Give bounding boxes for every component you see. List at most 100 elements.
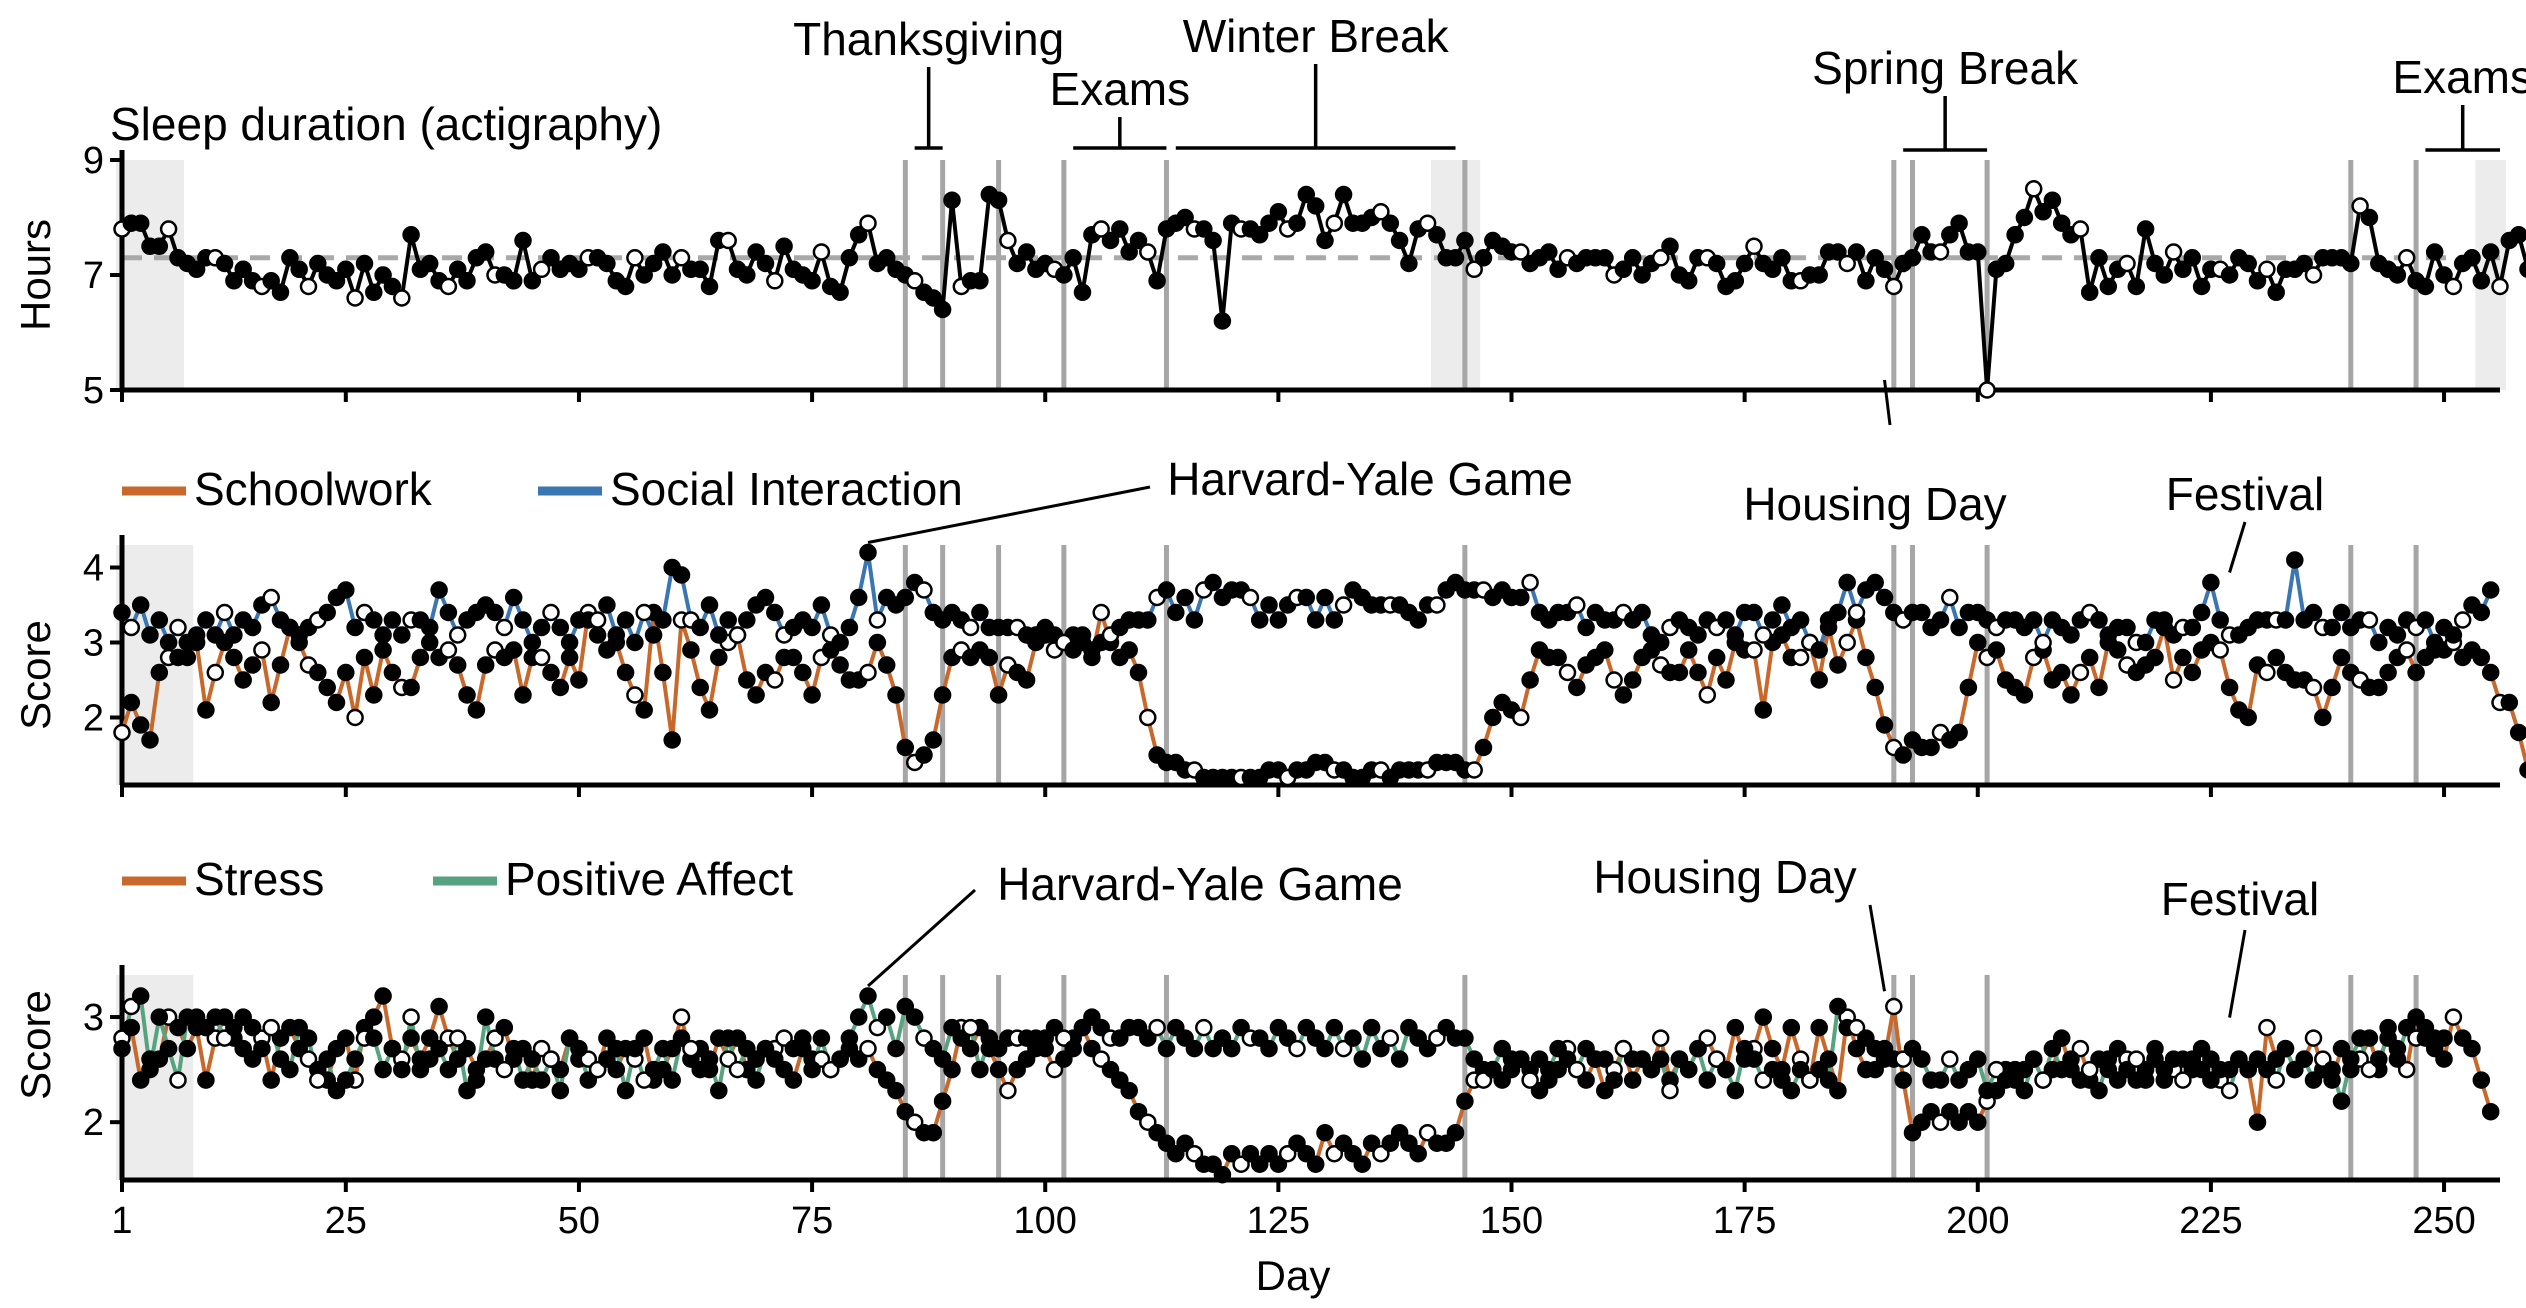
panel2-series-0-point — [262, 693, 280, 712]
panel3-series-1-point — [2286, 1060, 2304, 1079]
panel3-series-1-point — [635, 1071, 653, 1089]
panel3-series-1-point — [896, 997, 915, 1016]
panel2-series-0-point — [1512, 708, 1530, 727]
panel3-y-tick-label-1: 3 — [83, 997, 104, 1039]
panel2-series-0-point — [2174, 648, 2192, 667]
panel3-series-0-point — [1334, 1134, 1353, 1152]
panel3-series-1-point — [2080, 1060, 2099, 1079]
panel1-series-0-point — [2052, 214, 2071, 232]
panel1-series-0-line — [120, 186, 2526, 392]
panel2-series-0-point — [1791, 648, 1810, 667]
panel3-series-1-point — [1381, 1029, 1400, 1047]
panel2-series-0-point — [355, 648, 374, 667]
panel1-series-0-point — [383, 277, 402, 296]
panel2-series-1-point — [2286, 551, 2304, 569]
panel2-series-1-point — [2118, 618, 2136, 637]
panel2-series-0-point — [2071, 663, 2090, 682]
panel2-series-0-point — [868, 633, 887, 652]
panel1-series-0-point — [1978, 381, 1996, 399]
panel1-series-0-point — [859, 214, 877, 232]
panel3-series-1-point — [1353, 1050, 1372, 1068]
panel3-series-0-point — [1819, 1050, 1838, 1068]
panel2-series-0-point — [2211, 641, 2229, 659]
panel2-series-0-point — [570, 671, 588, 689]
panel3-series-1-point — [766, 1050, 784, 1068]
panel1-annotation-label-1: Exams — [1050, 63, 1191, 115]
panel1-series-0-point — [1390, 231, 1409, 250]
panel1-series-0-point — [1111, 220, 1129, 238]
panel3-series-0-point — [430, 997, 448, 1016]
panel2-series-0-point — [747, 686, 765, 704]
panel1-series-0-point — [719, 231, 737, 250]
panel2-series-1-point — [159, 633, 178, 652]
panel3-series-1-point — [2248, 1050, 2267, 1068]
panel3-series-0-point — [495, 1018, 514, 1037]
panel1-series-0-point — [1679, 272, 1698, 290]
panel2-series-1-point — [1875, 588, 1894, 607]
panel1-series-0-point — [654, 243, 672, 261]
panel1-series-0-point — [1055, 266, 1073, 284]
panel1-series-0-point — [1875, 260, 1894, 279]
panel2-series-1-point — [2024, 611, 2043, 629]
panel3-series-1-point — [2034, 1071, 2052, 1089]
panel2-series-0-point — [271, 656, 290, 674]
panel1-series-0-point — [616, 277, 635, 296]
panel1-series-0-point — [1297, 185, 1316, 204]
panel1-series-0-point — [933, 300, 952, 319]
panel2-series-0-point — [411, 648, 430, 667]
panel1-series-0-point — [420, 254, 439, 273]
panel3-series-1-point — [523, 1050, 542, 1068]
panel1-series-0-point — [1707, 254, 1726, 273]
panel2-series-1-point — [420, 618, 439, 637]
panel2-series-1-point — [2090, 611, 2108, 629]
panel3-series-1-point — [1512, 1050, 1530, 1068]
panel2-series-0-point — [682, 641, 700, 659]
panel2-series-0-point — [1521, 671, 1539, 689]
panel3-series-1-point — [131, 987, 150, 1005]
panel1-series-0-point — [290, 260, 308, 279]
panel2-series-0-point — [1017, 671, 1036, 689]
panel2-series-1-point — [738, 611, 756, 629]
panel1-series-0-point — [1064, 249, 1082, 267]
panel1-series-0-point — [1623, 249, 1642, 267]
panel2-series-1-point — [187, 626, 206, 644]
panel3-series-1-point — [821, 1060, 840, 1079]
panel2-series-1-point — [728, 626, 747, 644]
panel2-series-1-point — [439, 603, 458, 622]
panel1-series-0-point — [2481, 243, 2500, 261]
panel3-series-1-point — [1325, 1018, 1344, 1037]
panel2-series-0-point — [635, 701, 653, 719]
panel1-series-0-point — [2351, 197, 2369, 215]
panel1-series-0-point — [1903, 249, 1922, 267]
panel3-series-1-point — [299, 1029, 318, 1047]
panel3-series-1-point — [2370, 1050, 2388, 1068]
panel3-series-0-point — [2435, 1050, 2453, 1068]
panel2-series-1-point — [1269, 611, 1288, 629]
panel2-series-1-point — [831, 633, 849, 652]
panel2-legend-label-0: Schoolwork — [194, 463, 433, 515]
panel2-series-1-point — [551, 618, 570, 637]
panel1-series-0-point — [756, 254, 775, 273]
panel3-series-1-point — [439, 1060, 458, 1079]
panel1-series-0-point — [831, 283, 849, 302]
panel1-series-0-point — [1726, 272, 1745, 290]
panel3-annotation-leader-2 — [2228, 929, 2247, 1018]
panel1-series-0-point — [2416, 277, 2435, 296]
panel3-series-0-point — [234, 1039, 252, 1058]
panel3-series-1-point — [1941, 1050, 1959, 1068]
panel1-series-0-point — [2080, 283, 2099, 302]
panel2-series-1-point — [1204, 573, 1222, 592]
panel2-series-1-point — [486, 603, 504, 622]
panel1-series-0-point — [2258, 260, 2276, 279]
panel2-series-1-point — [169, 618, 187, 637]
panel1-series-0-point — [2043, 191, 2062, 209]
panel3-series-1-point — [271, 1050, 290, 1068]
panel3-series-0-point — [2481, 1102, 2500, 1121]
panel1-series-0-point — [1735, 254, 1754, 273]
x-tick-label-4: 100 — [1014, 1200, 1077, 1242]
panel2-series-1-point — [318, 603, 336, 622]
panel1-series-0-point — [2192, 277, 2211, 296]
panel2-series-0-point — [2314, 708, 2332, 727]
panel2-series-1-point — [588, 611, 607, 629]
panel2-series-1-point — [1633, 603, 1651, 622]
